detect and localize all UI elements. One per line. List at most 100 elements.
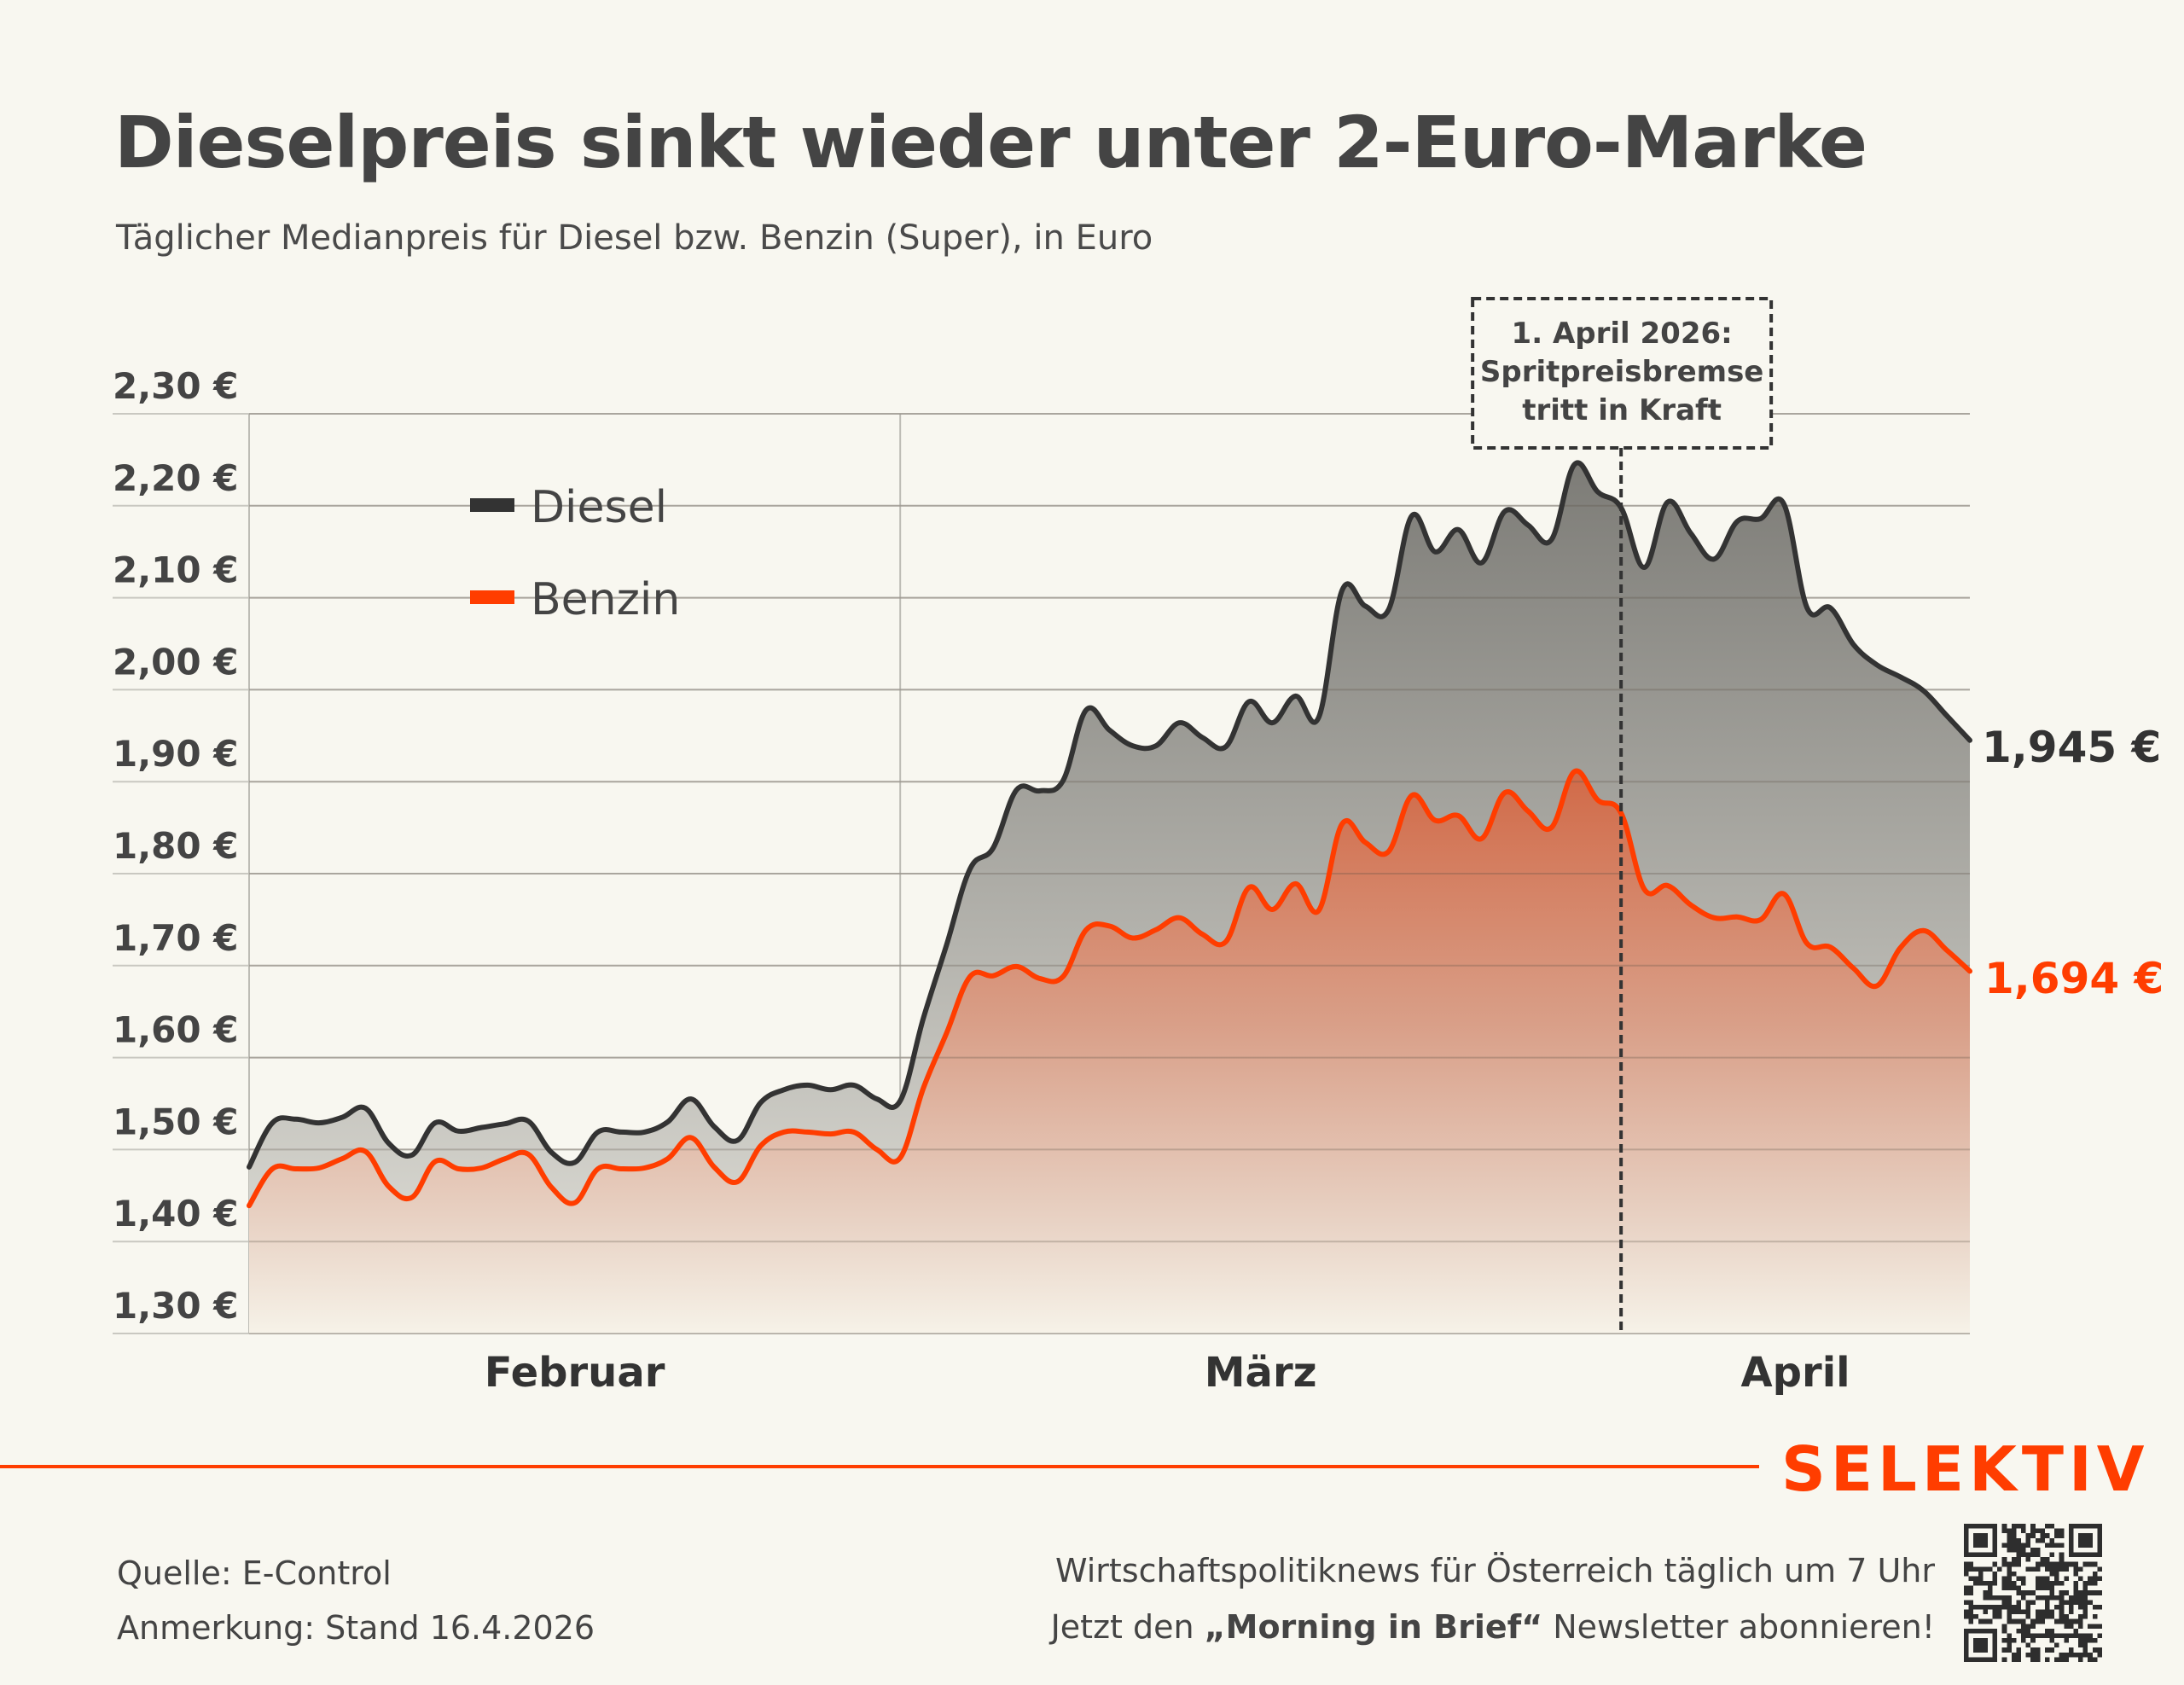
data-point-benzin — [735, 1179, 740, 1184]
data-point-benzin — [665, 1156, 671, 1161]
data-point-diesel — [990, 845, 996, 851]
data-point-diesel — [1409, 514, 1414, 519]
data-point-benzin — [363, 1149, 368, 1154]
newsletter-promo: Wirtschaftspolitiknews für Österreich tä… — [1051, 1543, 1935, 1655]
data-point-diesel — [1130, 743, 1136, 748]
y-tick-label: 1,70 € — [113, 917, 238, 959]
data-point-diesel — [828, 1087, 833, 1092]
promo-line-2[interactable]: Jetzt den „Morning in Brief“ Newsletter … — [1051, 1599, 1935, 1655]
data-point-benzin — [619, 1166, 624, 1171]
axis-layer: 1,30 € 1,40 € 1,50 € 1,60 € 1,70 € 1,80 € 1,90… — [113, 365, 1850, 1397]
data-point-benzin — [1432, 817, 1438, 822]
data-point-benzin — [1758, 917, 1763, 922]
data-point-benzin — [1246, 885, 1252, 890]
annotation-box — [1471, 297, 1774, 450]
data-point-benzin — [1037, 976, 1043, 981]
data-point-benzin — [1176, 915, 1182, 921]
data-point-benzin — [921, 1085, 926, 1090]
data-point-benzin — [1851, 966, 1856, 971]
data-point-diesel — [1525, 522, 1531, 527]
y-tick-label: 1,60 € — [113, 1009, 238, 1051]
data-point-diesel — [1083, 707, 1089, 712]
data-point-diesel — [549, 1150, 554, 1155]
data-point-benzin — [410, 1194, 415, 1200]
series-line-diesel — [247, 460, 1972, 1170]
data-point-benzin — [247, 1203, 252, 1208]
data-point-diesel — [1037, 788, 1043, 793]
data-point-benzin — [804, 1130, 810, 1135]
data-point-diesel — [1176, 720, 1182, 725]
data-point-benzin — [293, 1166, 299, 1171]
data-point-diesel — [340, 1115, 345, 1120]
annotation-layer: 1. April 2026: Spritpreisbremse tritt in K… — [1471, 297, 1774, 1333]
data-point-diesel — [1316, 715, 1321, 720]
data-point-diesel — [619, 1130, 624, 1135]
y-tick-label: 2,20 € — [113, 457, 238, 499]
data-point-benzin — [595, 1166, 601, 1171]
data-point-diesel — [1107, 728, 1112, 733]
data-point-benzin — [502, 1156, 508, 1161]
data-point-diesel — [1734, 519, 1740, 524]
source-block: Quelle: E-Control Anmerkung: Stand 16.4.… — [117, 1546, 595, 1655]
data-point-benzin — [1455, 813, 1461, 818]
data-point-diesel — [1920, 688, 1926, 693]
legend-label-diesel: Diesel — [531, 482, 667, 533]
price-chart: 1,30 € 1,40 € 1,50 € 1,60 € 1,70 € 1,80 € 1,90… — [113, 297, 2164, 1397]
data-point-diesel — [1874, 662, 1879, 667]
data-point-benzin — [1060, 974, 1066, 979]
data-point-benzin — [1897, 945, 1902, 950]
data-point-benzin — [1502, 790, 1507, 795]
data-point-benzin — [1293, 881, 1298, 886]
data-point-diesel — [410, 1153, 415, 1158]
data-point-benzin — [1107, 923, 1112, 928]
data-point-benzin — [781, 1130, 787, 1135]
data-point-diesel — [735, 1138, 740, 1143]
x-tick-label: März — [1205, 1349, 1317, 1397]
data-point-diesel — [363, 1106, 368, 1111]
page-title: Dieselpreis sinkt wieder unter 2-Euro-Ma… — [114, 101, 1867, 184]
data-point-benzin — [270, 1166, 275, 1171]
data-point-benzin — [1014, 964, 1019, 969]
data-point-diesel — [897, 1098, 903, 1103]
data-point-diesel — [781, 1087, 787, 1092]
qr-code-icon[interactable] — [1964, 1524, 2102, 1662]
data-point-diesel — [1200, 735, 1205, 740]
data-point-benzin — [1688, 903, 1693, 908]
data-point-benzin — [1827, 944, 1833, 950]
promo-newsletter-name: „Morning in Brief“ — [1204, 1608, 1543, 1646]
data-point-benzin — [572, 1200, 578, 1206]
data-point-diesel — [247, 1165, 252, 1170]
y-tick-label: 1,80 € — [113, 825, 238, 867]
data-point-benzin — [1479, 836, 1484, 841]
data-point-diesel — [874, 1096, 880, 1101]
data-point-diesel — [804, 1083, 810, 1088]
data-point-diesel — [1967, 738, 1972, 743]
data-point-benzin — [1641, 886, 1647, 892]
data-point-diesel — [1711, 556, 1716, 561]
footer-divider — [0, 1465, 1759, 1468]
data-point-benzin — [526, 1152, 531, 1157]
data-point-benzin — [967, 974, 973, 979]
data-point-diesel — [1432, 549, 1438, 555]
y-tick-label: 2,30 € — [113, 365, 238, 407]
area-layer — [249, 413, 1970, 1334]
legend-swatch-benzin — [470, 590, 514, 604]
source-text: Quelle: E-Control — [117, 1554, 392, 1592]
data-point-diesel — [1060, 778, 1066, 783]
data-point-diesel — [479, 1125, 485, 1130]
data-point-benzin — [1804, 941, 1809, 946]
data-point-benzin — [1269, 907, 1275, 912]
y-tick-label: 2,00 € — [113, 641, 238, 683]
data-point-diesel — [665, 1119, 671, 1124]
x-tick-label: April — [1741, 1349, 1850, 1397]
data-point-benzin — [1967, 968, 1972, 973]
data-point-benzin — [990, 973, 996, 979]
data-point-benzin — [1711, 915, 1716, 921]
data-point-benzin — [479, 1165, 485, 1171]
data-point-diesel — [1781, 502, 1786, 507]
data-point-benzin — [1734, 915, 1740, 920]
data-point-benzin — [712, 1165, 717, 1170]
annotation-text: 1. April 2026: — [1512, 317, 1733, 351]
data-point-benzin — [1316, 908, 1321, 913]
data-point-diesel — [944, 942, 950, 947]
